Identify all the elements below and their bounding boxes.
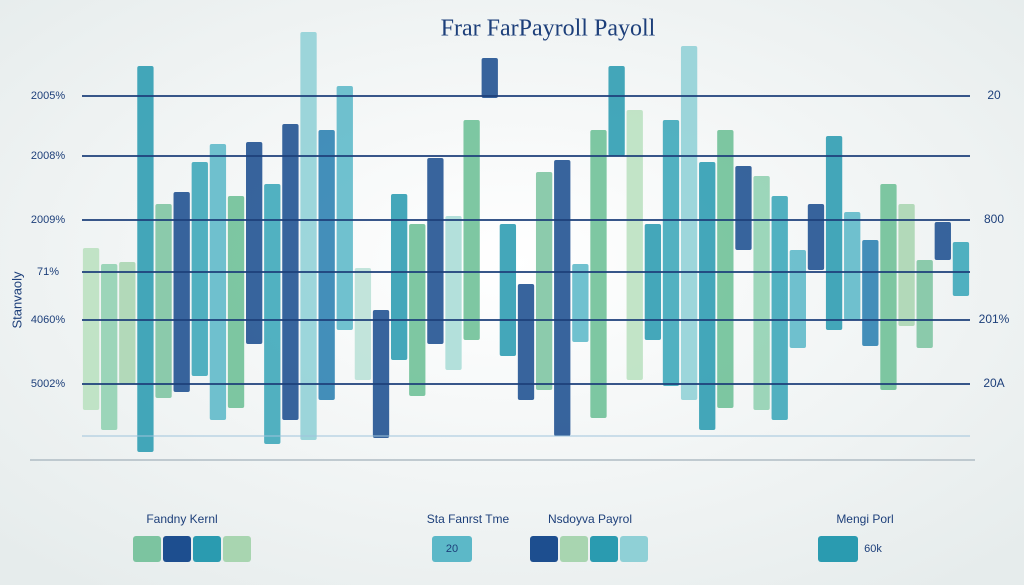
bar xyxy=(608,66,625,156)
legend-label: Sta Fanrst Tme xyxy=(427,512,510,526)
left-label: 5002% xyxy=(31,378,65,390)
bar xyxy=(590,130,607,418)
bar xyxy=(807,204,825,270)
chart-title: Frar FarPayroll Payoll xyxy=(441,16,656,42)
bar xyxy=(227,196,245,408)
bar xyxy=(898,204,915,326)
bar xyxy=(572,264,589,342)
bar xyxy=(735,166,752,250)
bar xyxy=(191,162,208,376)
right-label: 20A xyxy=(983,376,1004,390)
bar xyxy=(463,120,480,340)
bar xyxy=(753,176,770,410)
right-label: 800 xyxy=(984,212,1004,226)
legend-swatch xyxy=(560,536,588,562)
bar xyxy=(934,222,951,260)
y-axis-title: Stanvaoly xyxy=(9,271,24,329)
bar xyxy=(517,284,535,400)
legend-swatch xyxy=(193,536,221,562)
bar xyxy=(318,130,335,400)
bar xyxy=(626,110,643,380)
bar xyxy=(300,32,317,440)
bar xyxy=(880,184,897,390)
bar xyxy=(844,212,861,320)
right-label: 201% xyxy=(979,312,1010,326)
legend-note: 60k xyxy=(864,543,882,555)
bar xyxy=(246,142,263,344)
legend-label: Nsdoyva Payrol xyxy=(548,512,632,526)
legend-swatch xyxy=(530,536,558,562)
legend-label: Mengi Porl xyxy=(836,512,893,526)
left-label: 2009% xyxy=(31,214,65,226)
bar xyxy=(862,240,879,346)
right-label: 20 xyxy=(987,88,1001,102)
bar xyxy=(354,268,372,380)
bar xyxy=(101,264,118,430)
legend-swatch xyxy=(620,536,648,562)
bar xyxy=(535,172,553,390)
bar xyxy=(771,196,788,420)
legend-swatch xyxy=(432,536,472,562)
bar xyxy=(662,120,680,386)
bar xyxy=(409,224,426,396)
bar xyxy=(554,160,571,436)
bar xyxy=(717,130,734,408)
legend: Fandny Kernl Sta Fanrst Tme 20 Nsdoyva Payr… xyxy=(133,512,894,562)
bars xyxy=(82,32,970,452)
bar xyxy=(481,58,498,98)
bar xyxy=(916,260,933,348)
bar xyxy=(137,66,154,452)
bar xyxy=(119,262,136,384)
legend-label: Fandny Kernl xyxy=(146,512,217,526)
legend-swatch xyxy=(133,536,161,562)
legend-swatch xyxy=(223,536,251,562)
left-label: 2008% xyxy=(31,150,65,162)
bar xyxy=(952,242,970,296)
bar xyxy=(336,86,353,330)
bar xyxy=(445,216,462,370)
bar xyxy=(680,46,698,400)
bar xyxy=(699,162,716,430)
bar xyxy=(264,184,281,444)
legend-note: 20 xyxy=(446,543,458,555)
left-label: 71% xyxy=(37,266,59,278)
bar xyxy=(789,250,806,348)
bar xyxy=(390,194,408,360)
legend-swatch xyxy=(590,536,618,562)
bar xyxy=(209,144,227,420)
bar xyxy=(155,204,172,398)
bar xyxy=(499,224,517,356)
bar xyxy=(82,248,100,410)
bar xyxy=(644,224,662,340)
bar xyxy=(372,310,390,438)
left-label: 4060% xyxy=(31,314,65,326)
left-label: 2005% xyxy=(31,90,65,102)
bar xyxy=(173,192,190,392)
legend-swatch xyxy=(163,536,191,562)
bar xyxy=(825,136,843,330)
legend-swatch xyxy=(818,536,858,562)
reference-lines: 2005% 20 2008% 2009% 800 71% 4060% 201% 5002% 20A xyxy=(31,88,1010,437)
bar xyxy=(427,158,444,344)
